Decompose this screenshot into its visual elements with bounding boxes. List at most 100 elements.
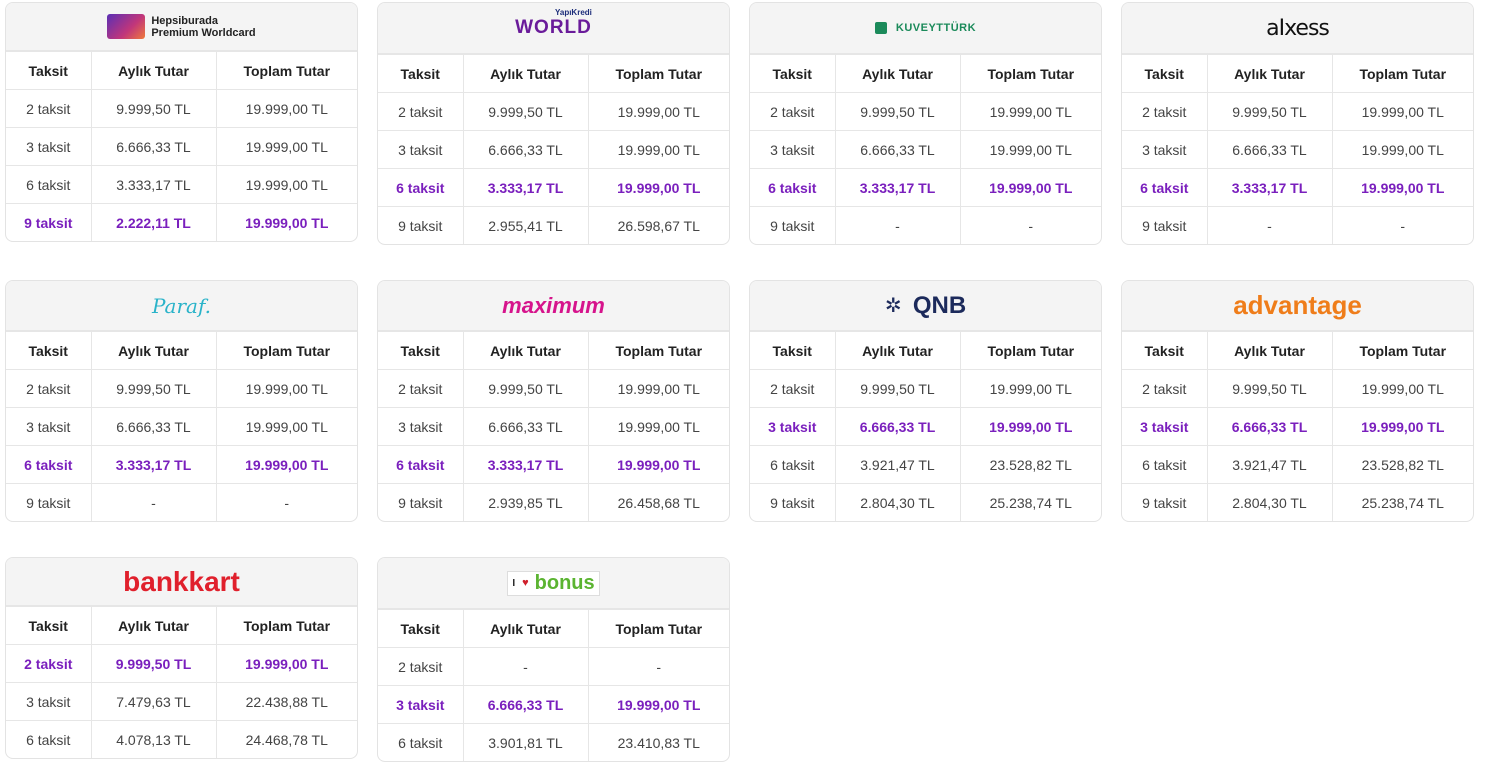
- column-header-taksit: Taksit: [378, 331, 464, 370]
- cell-toplam: 19.999,00 TL: [1332, 130, 1473, 169]
- card-header: advantage: [1122, 281, 1473, 331]
- table-row: 9 taksit - -: [6, 483, 357, 521]
- advantage-logo: advantage: [1233, 290, 1362, 321]
- cell-toplam: 25.238,74 TL: [1332, 483, 1473, 521]
- cell-aylik: 2.804,30 TL: [835, 483, 961, 521]
- cell-taksit: 6 taksit: [6, 445, 92, 484]
- cell-taksit: 6 taksit: [1122, 168, 1208, 207]
- cell-toplam: -: [960, 206, 1101, 244]
- table-header-row: Taksit Aylık Tutar Toplam Tutar: [6, 606, 357, 645]
- column-header-aylik: Aylık Tutar: [1207, 331, 1333, 370]
- installment-table: Taksit Aylık Tutar Toplam Tutar 2 taksit 9.9…: [6, 331, 357, 521]
- paraf-logo: Paraf.: [152, 294, 211, 318]
- table-row: 9 taksit 2.955,41 TL 26.598,67 TL: [378, 206, 729, 244]
- table-row: 6 taksit 3.333,17 TL 19.999,00 TL: [6, 445, 357, 484]
- table-row: 9 taksit 2.804,30 TL 25.238,74 TL: [1122, 483, 1473, 521]
- cell-aylik: 6.666,33 TL: [835, 407, 961, 446]
- column-header-taksit: Taksit: [750, 54, 836, 93]
- cell-taksit: 9 taksit: [378, 483, 464, 521]
- table-row: 6 taksit 3.921,47 TL 23.528,82 TL: [750, 445, 1101, 484]
- column-header-toplam: Toplam Tutar: [216, 331, 357, 370]
- cell-toplam: -: [216, 483, 357, 521]
- cell-taksit: 2 taksit: [1122, 92, 1208, 131]
- table-header-row: Taksit Aylık Tutar Toplam Tutar: [378, 54, 729, 93]
- table-header-row: Taksit Aylık Tutar Toplam Tutar: [1122, 331, 1473, 370]
- logo-sub: YapıKredi: [554, 8, 592, 17]
- cell-taksit: 3 taksit: [1122, 407, 1208, 446]
- column-header-toplam: Toplam Tutar: [1332, 54, 1473, 93]
- table-row: 6 taksit 3.333,17 TL 19.999,00 TL: [1122, 168, 1473, 207]
- cell-aylik: -: [835, 206, 961, 244]
- cell-taksit: 6 taksit: [378, 445, 464, 484]
- cell-aylik: 6.666,33 TL: [91, 407, 217, 446]
- column-header-taksit: Taksit: [378, 54, 464, 93]
- table-row: 2 taksit 9.999,50 TL 19.999,00 TL: [1122, 92, 1473, 131]
- cell-aylik: 9.999,50 TL: [463, 92, 589, 131]
- card-header: aIxess: [1122, 3, 1473, 54]
- column-header-aylik: Aylık Tutar: [463, 609, 589, 648]
- cell-aylik: 9.999,50 TL: [835, 369, 961, 408]
- installment-table: Taksit Aylık Tutar Toplam Tutar 2 taksit 9.9…: [6, 51, 357, 241]
- installment-table: Taksit Aylık Tutar Toplam Tutar 2 taksit 9.9…: [750, 54, 1101, 244]
- table-row: 2 taksit 9.999,50 TL 19.999,00 TL: [378, 92, 729, 131]
- world-logo: WORLD YapıKredi: [515, 8, 592, 39]
- cell-taksit: 3 taksit: [6, 682, 92, 721]
- cell-toplam: 19.999,00 TL: [588, 369, 729, 408]
- table-row: 2 taksit 9.999,50 TL 19.999,00 TL: [378, 369, 729, 408]
- table-row: 9 taksit - -: [750, 206, 1101, 244]
- cell-aylik: 6.666,33 TL: [463, 407, 589, 446]
- table-row: 3 taksit 6.666,33 TL 19.999,00 TL: [750, 407, 1101, 446]
- card-header: Hepsiburada Premium Worldcard: [6, 3, 357, 51]
- installment-table: Taksit Aylık Tutar Toplam Tutar 2 taksit 9.9…: [750, 331, 1101, 521]
- column-header-taksit: Taksit: [6, 331, 92, 370]
- cell-taksit: 3 taksit: [6, 407, 92, 446]
- cell-toplam: 19.999,00 TL: [588, 92, 729, 131]
- table-row: 9 taksit 2.939,85 TL 26.458,68 TL: [378, 483, 729, 521]
- table-row: 3 taksit 6.666,33 TL 19.999,00 TL: [378, 130, 729, 169]
- table-row: 6 taksit 3.921,47 TL 23.528,82 TL: [1122, 445, 1473, 484]
- cell-toplam: 19.999,00 TL: [1332, 407, 1473, 446]
- table-row: 9 taksit 2.804,30 TL 25.238,74 TL: [750, 483, 1101, 521]
- cell-toplam: -: [1332, 206, 1473, 244]
- column-header-toplam: Toplam Tutar: [588, 54, 729, 93]
- cell-taksit: 6 taksit: [378, 168, 464, 207]
- kuveyt-turk-logo: KUVEYTTÜRK: [874, 22, 976, 34]
- cell-taksit: 3 taksit: [378, 130, 464, 169]
- column-header-toplam: Toplam Tutar: [216, 606, 357, 645]
- table-row: 3 taksit 6.666,33 TL 19.999,00 TL: [378, 685, 729, 724]
- cell-aylik: 7.479,63 TL: [91, 682, 217, 721]
- logo-line1: Hepsiburada: [151, 14, 218, 27]
- cell-toplam: 19.999,00 TL: [588, 407, 729, 446]
- cell-taksit: 9 taksit: [750, 206, 836, 244]
- cell-taksit: 3 taksit: [6, 127, 92, 166]
- cell-toplam: 26.598,67 TL: [588, 206, 729, 244]
- cell-toplam: 19.999,00 TL: [588, 130, 729, 169]
- cell-aylik: 2.222,11 TL: [91, 203, 217, 241]
- card-maximum: maximum Taksit Aylık Tutar Toplam Tutar 2 t…: [377, 280, 730, 522]
- cell-taksit: 2 taksit: [378, 647, 464, 686]
- cell-taksit: 6 taksit: [6, 720, 92, 758]
- column-header-aylik: Aylık Tutar: [91, 606, 217, 645]
- cell-taksit: 9 taksit: [1122, 206, 1208, 244]
- cell-toplam: 19.999,00 TL: [960, 168, 1101, 207]
- bankkart-logo: bankkart: [123, 566, 240, 598]
- cell-aylik: 6.666,33 TL: [835, 130, 961, 169]
- card-kuveyt-turk: KUVEYTTÜRK Taksit Aylık Tutar Toplam Tutar…: [749, 2, 1102, 245]
- installment-table: Taksit Aylık Tutar Toplam Tutar 2 taksit - -3…: [378, 609, 729, 761]
- column-header-toplam: Toplam Tutar: [216, 51, 357, 90]
- cell-taksit: 6 taksit: [750, 445, 836, 484]
- cell-toplam: 19.999,00 TL: [960, 92, 1101, 131]
- cell-toplam: 23.528,82 TL: [1332, 445, 1473, 484]
- column-header-taksit: Taksit: [1122, 331, 1208, 370]
- table-row: 6 taksit 3.333,17 TL 19.999,00 TL: [6, 165, 357, 204]
- column-header-toplam: Toplam Tutar: [1332, 331, 1473, 370]
- cell-toplam: 22.438,88 TL: [216, 682, 357, 721]
- table-row: 2 taksit 9.999,50 TL 19.999,00 TL: [6, 89, 357, 128]
- installment-table: Taksit Aylık Tutar Toplam Tutar 2 taksit 9.9…: [1122, 54, 1473, 244]
- cell-toplam: 19.999,00 TL: [588, 685, 729, 724]
- cell-aylik: 6.666,33 TL: [463, 685, 589, 724]
- cell-taksit: 2 taksit: [750, 369, 836, 408]
- card-header: KUVEYTTÜRK: [750, 3, 1101, 54]
- column-header-aylik: Aylık Tutar: [463, 54, 589, 93]
- cell-toplam: -: [588, 647, 729, 686]
